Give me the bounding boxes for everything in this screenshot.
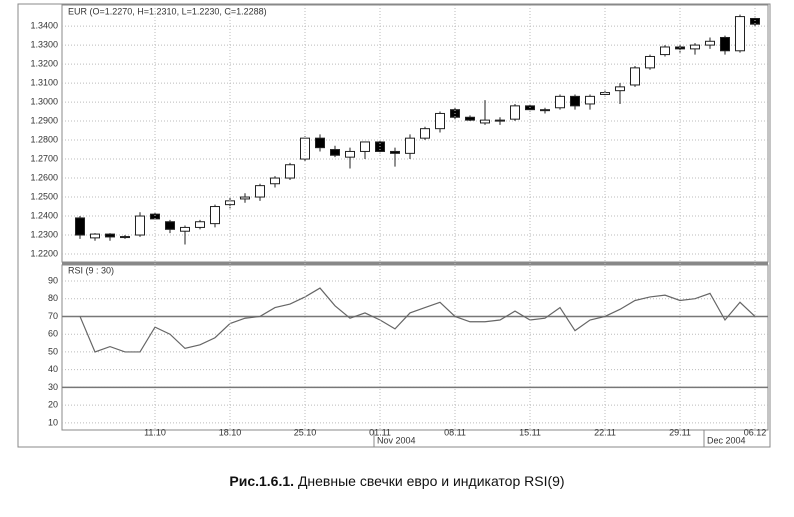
candle-body (165, 221, 175, 230)
candle-body (405, 137, 415, 154)
y-tick-label: 1.3400 (30, 20, 58, 30)
candle-body (345, 150, 355, 158)
candle-body (195, 221, 205, 228)
y-tick-label: 60 (48, 329, 58, 339)
candle-body (315, 137, 325, 149)
candle-body (660, 46, 670, 56)
caption-text: Дневные свечки евро и индикатор RSI(9) (298, 473, 565, 489)
y-tick-label: 1.2600 (30, 172, 58, 182)
month-label: Nov 2004 (377, 435, 416, 445)
candle-body (135, 215, 145, 236)
y-tick-label: 1.2400 (30, 210, 58, 220)
candle-body (75, 217, 85, 236)
y-tick-label: 1.3000 (30, 96, 58, 106)
candle-body (540, 109, 550, 112)
x-tick-label: 15.11 (519, 427, 541, 437)
x-tick-label: 25.10 (294, 427, 317, 437)
y-tick-label: 1.3300 (30, 39, 58, 49)
y-tick-label: 30 (48, 382, 58, 392)
candle-body (285, 164, 295, 179)
y-tick-label: 70 (48, 311, 58, 321)
y-tick-label: 1.3200 (30, 58, 58, 68)
y-tick-label: 1.2700 (30, 153, 58, 163)
y-tick-label: 1.2200 (30, 248, 58, 258)
y-tick-label: 80 (48, 293, 58, 303)
rsi-line (79, 287, 756, 353)
candle-body (360, 141, 370, 152)
x-tick-label: 29.11 (669, 427, 691, 437)
y-tick-label: 50 (48, 346, 58, 356)
x-tick-label: 22.11 (594, 427, 616, 437)
candle-body (495, 119, 505, 122)
x-tick-label: 01.11 (369, 427, 391, 437)
candle-body (90, 233, 100, 239)
y-tick-label: 1.3100 (30, 77, 58, 87)
x-tick-label: 08.11 (444, 427, 466, 437)
x-tick-label: 06.12 (744, 427, 767, 437)
candle-body (690, 44, 700, 50)
candle-body (435, 112, 445, 130)
y-tick-label: 1.2500 (30, 191, 58, 201)
price-title: EUR (O=1.2270, H=1.2310, L=1.2230, C=1.2… (68, 6, 267, 16)
candle-body (585, 95, 595, 105)
candle-body (465, 116, 475, 121)
candle-body (720, 36, 730, 52)
x-tick-label: 18.10 (219, 427, 242, 437)
month-label: Dec 2004 (707, 435, 746, 445)
candle-body (630, 67, 640, 86)
candle-body (225, 200, 235, 206)
candle-body (570, 95, 580, 107)
candle-body (750, 17, 760, 25)
candle-body (735, 16, 745, 52)
candle-body (120, 236, 130, 239)
candle-body (330, 149, 340, 156)
frame (17, 3, 771, 448)
caption: Рис.1.6.1. Дневные свечки евро и индикат… (229, 473, 564, 489)
caption-number: Рис.1.6.1. (229, 473, 294, 489)
candle-body (180, 226, 190, 232)
rsi-title: RSI (9 : 30) (68, 265, 114, 275)
candle-body (270, 177, 280, 185)
y-tick-label: 1.2900 (30, 115, 58, 125)
candle-body (645, 55, 655, 69)
price-panel (61, 4, 769, 263)
y-tick-label: 10 (48, 417, 58, 427)
candle-body (615, 86, 625, 92)
candle-body (105, 233, 115, 238)
y-tick-label: 20 (48, 400, 58, 410)
candle-body (390, 150, 400, 154)
y-tick-label: 1.2800 (30, 134, 58, 144)
y-tick-label: 40 (48, 364, 58, 374)
candle-body (555, 95, 565, 109)
candle-body (510, 105, 520, 120)
rsi-panel (61, 264, 769, 431)
candle-body (210, 206, 220, 225)
candle-body (255, 185, 265, 198)
candle-body (420, 128, 430, 139)
y-tick-label: 90 (48, 275, 58, 285)
x-tick-label: 11.10 (144, 427, 166, 437)
candle-body (300, 137, 310, 160)
candle-body (240, 196, 250, 200)
candle-body (705, 40, 715, 46)
y-tick-label: 1.2300 (30, 229, 58, 239)
candle-body (480, 119, 490, 124)
